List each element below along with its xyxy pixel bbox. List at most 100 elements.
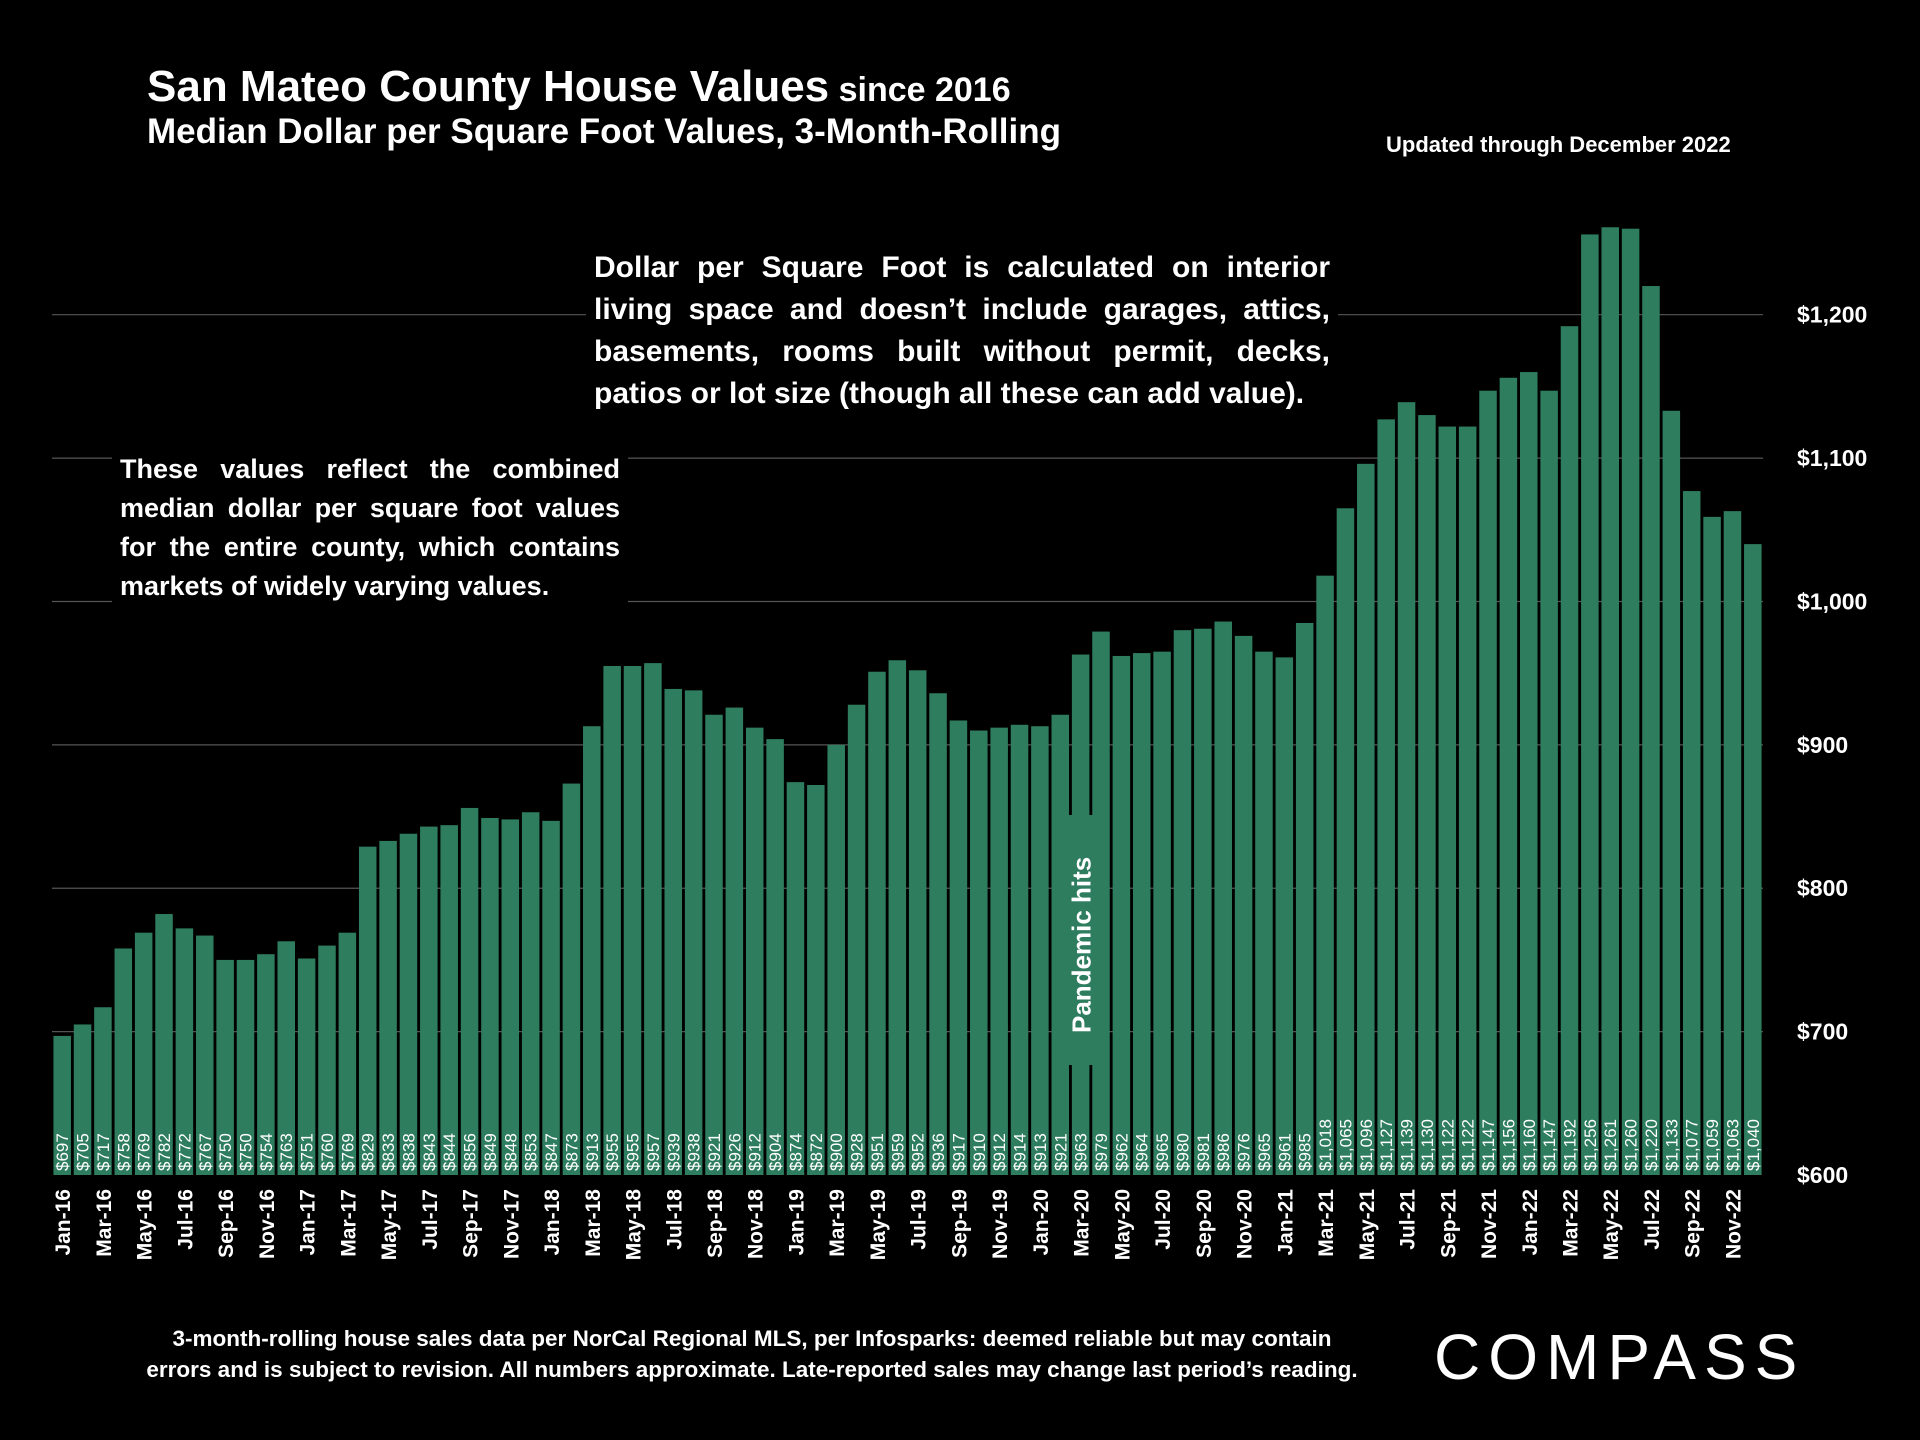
x-tick-label: Jul-18 xyxy=(663,1189,686,1250)
y-tick-label: $1,000 xyxy=(1797,588,1867,614)
bar xyxy=(94,1007,112,1175)
x-tick-label: Jan-19 xyxy=(785,1189,808,1256)
bar-value-label: $914 xyxy=(1011,1133,1030,1171)
bar xyxy=(134,932,153,1175)
chart-subtitle: Median Dollar per Square Foot Values, 3-… xyxy=(147,112,1061,151)
bar-value-label: $904 xyxy=(766,1133,785,1171)
bar-value-label: $750 xyxy=(237,1133,256,1171)
bar xyxy=(1010,724,1029,1175)
x-tick-label: Mar-21 xyxy=(1315,1189,1338,1257)
x-tick-label: Mar-16 xyxy=(93,1189,116,1257)
bar xyxy=(542,820,560,1175)
bar-value-label: $936 xyxy=(929,1133,948,1171)
bar xyxy=(460,807,479,1175)
x-tick-label: Jan-22 xyxy=(1519,1189,1542,1256)
bar-value-label: $1,261 xyxy=(1601,1119,1620,1171)
x-tick-label: Jan-18 xyxy=(541,1189,564,1256)
x-tick-label: Nov-21 xyxy=(1478,1189,1501,1259)
bar xyxy=(1438,426,1457,1175)
bar xyxy=(114,948,133,1175)
bar xyxy=(603,665,621,1175)
bar-value-label: $782 xyxy=(155,1133,174,1171)
x-tick-label: Jul-21 xyxy=(1397,1189,1420,1250)
bar xyxy=(1031,726,1049,1175)
bar-value-label: $979 xyxy=(1092,1133,1111,1171)
bar-value-label: $751 xyxy=(298,1133,317,1171)
compass-logo: COMPASS xyxy=(1434,1321,1806,1393)
bar xyxy=(481,817,499,1175)
bar-value-label: $772 xyxy=(175,1133,194,1171)
bar xyxy=(1397,402,1416,1175)
bar-value-label: $962 xyxy=(1112,1133,1131,1171)
bar xyxy=(1458,426,1477,1175)
bar xyxy=(1275,657,1294,1175)
bar-value-label: $705 xyxy=(74,1133,93,1171)
bar-value-label: $952 xyxy=(909,1133,928,1171)
x-tick-label: Sep-22 xyxy=(1682,1189,1705,1258)
bar-value-label: $910 xyxy=(970,1133,989,1171)
bar-value-label: $928 xyxy=(848,1133,867,1171)
bar-value-label: $1,063 xyxy=(1723,1119,1742,1171)
bar xyxy=(766,739,784,1175)
bar-value-label: $1,133 xyxy=(1662,1119,1681,1171)
bar xyxy=(929,693,947,1175)
updated-date: Updated through December 2022 xyxy=(1386,132,1731,157)
x-tick-label: Mar-19 xyxy=(826,1189,849,1257)
x-tick-label: May-20 xyxy=(1111,1189,1134,1260)
bar-value-label: $1,139 xyxy=(1398,1119,1417,1171)
bar xyxy=(562,783,581,1175)
bar xyxy=(1560,326,1579,1175)
bar xyxy=(908,670,927,1175)
bar-value-label: $1,122 xyxy=(1438,1119,1457,1171)
bar-value-label: $1,059 xyxy=(1703,1119,1722,1171)
bar xyxy=(1418,415,1436,1176)
bar-value-label: $1,127 xyxy=(1377,1119,1396,1171)
bar xyxy=(216,959,234,1175)
bar xyxy=(1540,390,1558,1176)
bar-value-label: $913 xyxy=(1031,1133,1050,1171)
x-tick-label: Sep-16 xyxy=(215,1189,238,1258)
bar-value-label: $750 xyxy=(216,1133,235,1171)
bar xyxy=(1479,390,1497,1176)
bar xyxy=(888,660,907,1175)
x-tick-label: May-17 xyxy=(378,1189,401,1260)
bar xyxy=(786,782,805,1175)
bar-value-label: $1,122 xyxy=(1459,1119,1478,1171)
bar xyxy=(521,812,540,1175)
bar-value-label: $856 xyxy=(461,1133,480,1171)
bar-value-label: $769 xyxy=(338,1133,357,1171)
bar xyxy=(807,785,825,1175)
bar-value-label: $921 xyxy=(1051,1133,1070,1171)
bar-value-label: $1,077 xyxy=(1683,1119,1702,1171)
bar-value-label: $872 xyxy=(807,1133,826,1171)
bar xyxy=(684,690,703,1175)
bar xyxy=(155,914,173,1175)
bar-value-label: $938 xyxy=(685,1133,704,1171)
x-tick-label: Jan-17 xyxy=(297,1189,320,1256)
bar xyxy=(358,846,377,1175)
dollar-per-sqft-note: Dollar per Square Foot is calculated on … xyxy=(586,245,1338,417)
bar-value-label: $697 xyxy=(53,1133,72,1171)
bar-value-label: $951 xyxy=(868,1133,887,1171)
bar-value-label: $921 xyxy=(705,1133,724,1171)
bar xyxy=(1132,653,1151,1175)
bar-value-label: $1,256 xyxy=(1581,1119,1600,1171)
x-axis: Jan-16 Mar-16 May-16 Jul-16 Sep-16 Nov-16 Jan-… xyxy=(52,1189,1745,1261)
bar-value-label: $843 xyxy=(420,1133,439,1171)
bar-value-label: $844 xyxy=(440,1133,459,1171)
x-tick-label: May-18 xyxy=(623,1189,646,1261)
bar xyxy=(705,714,723,1175)
bar xyxy=(1112,655,1131,1175)
bar xyxy=(847,704,866,1175)
bar-value-label: $980 xyxy=(1173,1133,1192,1171)
x-tick-label: Jul-20 xyxy=(1152,1189,1175,1250)
y-tick-label: $600 xyxy=(1797,1162,1848,1188)
bar xyxy=(53,1035,71,1175)
bar xyxy=(1703,516,1721,1175)
x-tick-label: Jul-16 xyxy=(174,1189,197,1250)
y-tick-label: $700 xyxy=(1797,1019,1848,1045)
bar xyxy=(1621,228,1640,1176)
y-tick-label: $800 xyxy=(1797,875,1848,901)
pandemic-annotation: Pandemic hits xyxy=(1058,815,1103,1065)
y-axis: $600 $700 $800 $900 $1,000 $1,100 $1,200 xyxy=(1797,302,1867,1188)
